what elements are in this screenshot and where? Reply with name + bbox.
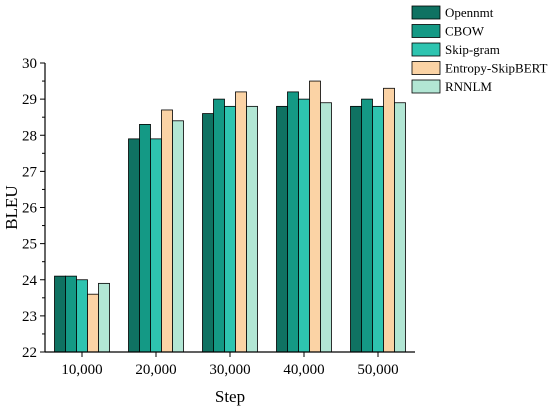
y-tick-label-27: 27: [22, 164, 38, 180]
bar-entropy-skipbert-3: [309, 80, 321, 353]
legend-swatch-skip-gram: [411, 42, 441, 57]
bar-opennmt-2: [202, 113, 214, 353]
axes-group: 22 23 24 25 26 27 28 29 30 10,000 20,000 30,000 40,0…: [22, 56, 415, 378]
x-tick-label-3: 40,000: [283, 362, 324, 378]
legend-label-skip-gram: Skip-gram: [445, 42, 500, 57]
bar-cbow-4: [361, 98, 373, 353]
y-axis-title: BLEU: [2, 185, 21, 229]
y-tick-label-25: 25: [22, 237, 37, 253]
bar-skip-gram-4: [372, 105, 384, 353]
legend-label-cbow: CBOW: [445, 24, 485, 39]
bar-cbow-1: [139, 124, 151, 353]
legend-label-rnnlm: RNNLM: [445, 79, 492, 94]
bar-entropy-skipbert-2: [235, 91, 247, 353]
y-tick-label-24: 24: [22, 273, 38, 289]
bar-skip-gram-1: [150, 138, 162, 353]
x-tick-label-0: 10,000: [61, 362, 102, 378]
legend-swatch-rnnlm: [411, 79, 441, 94]
y-tick-label-28: 28: [22, 128, 37, 144]
x-tick-label-1: 20,000: [135, 362, 176, 378]
y-tick-label-23: 23: [22, 309, 37, 325]
legend-swatch-cbow: [411, 24, 441, 38]
bar-opennmt-0: [54, 275, 66, 353]
bar-skip-gram-2: [224, 105, 236, 353]
y-tick-label-29: 29: [22, 92, 37, 108]
x-axis-title: Step: [215, 387, 245, 406]
bar-entropy-skipbert-0: [87, 293, 99, 353]
x-tick-label-4: 50,000: [357, 362, 398, 378]
y-tick-label-22: 22: [22, 345, 37, 361]
bar-rnnlm-1: [172, 120, 184, 353]
legend: Opennmt CBOW Skip-gram Entropy-SkipBERT RNNL…: [411, 5, 548, 94]
bar-cbow-3: [287, 91, 299, 353]
bar-rnnlm-4: [394, 102, 406, 353]
bar-opennmt-1: [128, 138, 140, 353]
bar-rnnlm-3: [320, 102, 332, 353]
bar-skip-gram-3: [298, 98, 310, 353]
bar-entropy-skipbert-1: [161, 109, 173, 353]
bar-cbow-0: [65, 275, 77, 353]
bars-group: [54, 80, 406, 353]
bar-rnnlm-2: [246, 105, 258, 353]
bar-entropy-skipbert-4: [383, 87, 395, 353]
bar-skip-gram-0: [76, 279, 88, 353]
legend-label-opennmt: Opennmt: [445, 5, 494, 20]
y-tick-label-26: 26: [22, 201, 38, 217]
legend-swatch-entropy-skipbert: [411, 61, 441, 75]
bar-opennmt-3: [276, 105, 288, 353]
bar-rnnlm-0: [98, 282, 110, 353]
bar-opennmt-4: [350, 105, 362, 353]
x-tick-label-2: 30,000: [209, 362, 250, 378]
legend-label-entropy-skipbert: Entropy-SkipBERT: [445, 61, 548, 76]
bar-cbow-2: [213, 98, 225, 353]
y-tick-label-30: 30: [22, 56, 37, 72]
legend-swatch-opennmt: [411, 5, 441, 20]
